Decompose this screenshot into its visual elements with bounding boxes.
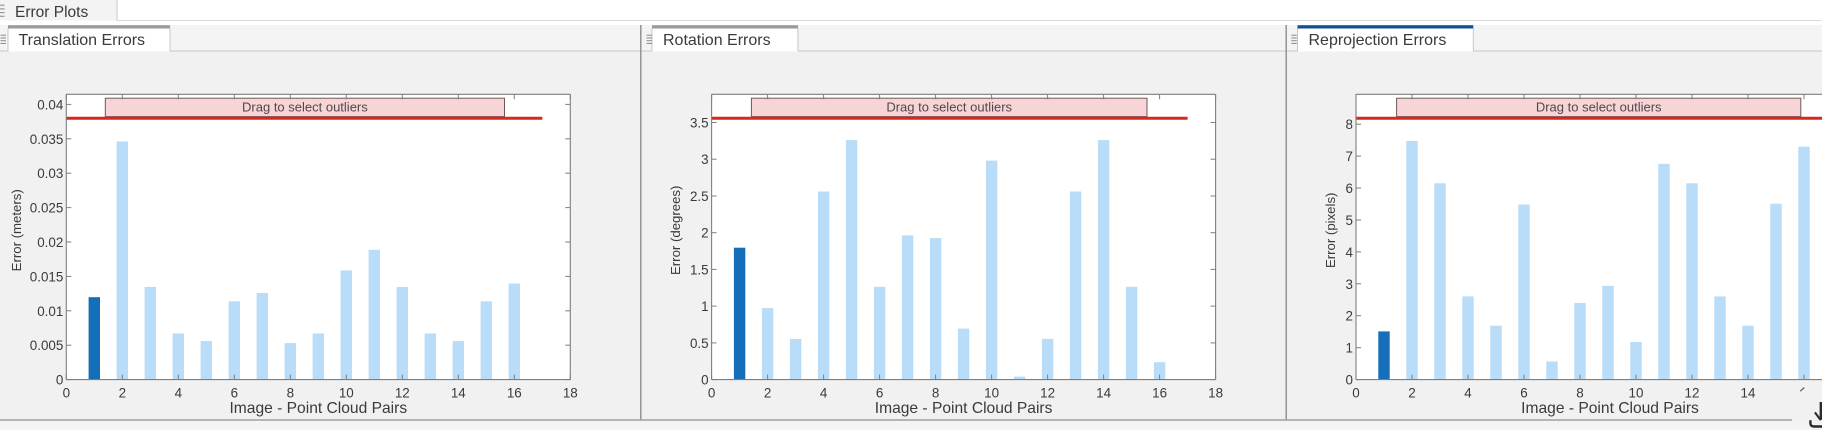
svg-text:8: 8 bbox=[1346, 117, 1353, 132]
svg-text:2: 2 bbox=[764, 385, 771, 400]
svg-text:14: 14 bbox=[451, 385, 466, 400]
svg-text:0: 0 bbox=[56, 373, 63, 388]
svg-text:10: 10 bbox=[984, 385, 999, 400]
svg-text:Error (meters): Error (meters) bbox=[9, 189, 24, 271]
svg-text:2: 2 bbox=[1408, 385, 1415, 400]
svg-text:0.5: 0.5 bbox=[690, 336, 709, 351]
svg-text:14: 14 bbox=[1096, 385, 1111, 400]
svg-text:6: 6 bbox=[876, 385, 883, 400]
svg-text:1.5: 1.5 bbox=[690, 262, 709, 277]
svg-text:0.03: 0.03 bbox=[37, 166, 63, 181]
svg-text:2: 2 bbox=[119, 385, 126, 400]
svg-text:16: 16 bbox=[507, 385, 522, 400]
svg-text:14: 14 bbox=[1741, 385, 1756, 400]
svg-text:4: 4 bbox=[1464, 385, 1472, 400]
svg-text:10: 10 bbox=[1629, 385, 1644, 400]
svg-text:12: 12 bbox=[1685, 385, 1700, 400]
svg-text:4: 4 bbox=[820, 385, 828, 400]
svg-text:0.025: 0.025 bbox=[30, 201, 64, 216]
svg-text:6: 6 bbox=[231, 385, 238, 400]
svg-text:8: 8 bbox=[932, 385, 939, 400]
svg-text:16: 16 bbox=[1152, 385, 1167, 400]
svg-text:Image - Point Cloud Pairs: Image - Point Cloud Pairs bbox=[1521, 400, 1699, 417]
svg-text:0: 0 bbox=[701, 373, 708, 388]
svg-text:Image - Point Cloud Pairs: Image - Point Cloud Pairs bbox=[875, 400, 1053, 417]
svg-text:0.01: 0.01 bbox=[37, 304, 63, 319]
svg-text:2: 2 bbox=[1346, 309, 1353, 324]
svg-text:6: 6 bbox=[1520, 385, 1527, 400]
svg-text:6: 6 bbox=[1346, 181, 1353, 196]
svg-text:7: 7 bbox=[1346, 149, 1353, 164]
svg-text:8: 8 bbox=[287, 385, 294, 400]
svg-text:0: 0 bbox=[63, 385, 70, 400]
svg-text:8: 8 bbox=[1576, 385, 1583, 400]
svg-text:0.005: 0.005 bbox=[30, 338, 64, 353]
svg-text:2.5: 2.5 bbox=[690, 189, 709, 204]
svg-text:12: 12 bbox=[1040, 385, 1055, 400]
svg-text:Drag to select outliers: Drag to select outliers bbox=[1536, 100, 1662, 115]
svg-text:5: 5 bbox=[1346, 213, 1353, 228]
svg-text:0.015: 0.015 bbox=[30, 269, 64, 284]
svg-text:3.5: 3.5 bbox=[690, 116, 709, 131]
svg-text:0: 0 bbox=[1352, 385, 1359, 400]
svg-text:1: 1 bbox=[701, 299, 708, 314]
svg-text:Drag to select outliers: Drag to select outliers bbox=[242, 100, 368, 115]
svg-text:Error (degrees): Error (degrees) bbox=[668, 186, 683, 275]
svg-text:0.04: 0.04 bbox=[37, 97, 64, 112]
svg-text:4: 4 bbox=[1346, 245, 1354, 260]
svg-text:0: 0 bbox=[708, 385, 715, 400]
svg-text:0.035: 0.035 bbox=[30, 132, 64, 147]
svg-text:Error (pixels): Error (pixels) bbox=[1323, 193, 1338, 268]
svg-text:3: 3 bbox=[701, 152, 708, 167]
svg-text:0: 0 bbox=[1346, 373, 1353, 388]
svg-text:18: 18 bbox=[1208, 385, 1223, 400]
svg-text:Translation Errors: Translation Errors bbox=[19, 32, 146, 49]
svg-text:Image - Point Cloud Pairs: Image - Point Cloud Pairs bbox=[229, 400, 407, 417]
svg-text:10: 10 bbox=[339, 385, 354, 400]
svg-text:18: 18 bbox=[563, 385, 578, 400]
svg-text:4: 4 bbox=[175, 385, 183, 400]
svg-text:0.02: 0.02 bbox=[37, 235, 63, 250]
svg-text:Error Plots: Error Plots bbox=[15, 4, 88, 21]
svg-text:Reprojection Errors: Reprojection Errors bbox=[1309, 32, 1447, 49]
svg-text:3: 3 bbox=[1346, 277, 1353, 292]
svg-text:2: 2 bbox=[701, 226, 708, 241]
svg-text:Rotation Errors: Rotation Errors bbox=[663, 32, 771, 49]
svg-text:1: 1 bbox=[1346, 341, 1353, 356]
svg-text:12: 12 bbox=[395, 385, 410, 400]
svg-text:Drag to select outliers: Drag to select outliers bbox=[886, 100, 1012, 115]
